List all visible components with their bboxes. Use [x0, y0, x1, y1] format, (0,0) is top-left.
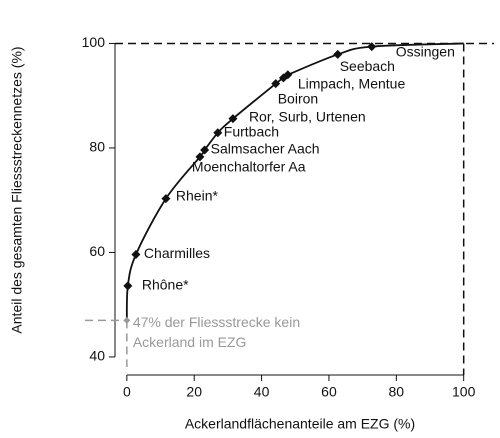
marker — [200, 145, 210, 155]
y-tick-label: 60 — [89, 243, 105, 259]
point-label: Rhein* — [176, 187, 219, 203]
point-label: Moenchaltorfer Aa — [192, 159, 306, 175]
point-label: Salmsacher Aach — [211, 141, 320, 157]
x-tick-label: 100 — [452, 384, 476, 400]
y-tick-label: 80 — [89, 139, 105, 155]
point-label: Boiron — [278, 90, 318, 106]
y-axis-label: Anteil des gesamten Fliessstreckennetzes… — [9, 46, 25, 333]
point-label: Rhône* — [142, 277, 189, 293]
point-label: Seebach — [340, 58, 395, 74]
marker — [123, 316, 131, 324]
point-label: Charmilles — [144, 245, 210, 261]
marker — [367, 42, 377, 52]
x-tick-label: 20 — [186, 384, 202, 400]
marker — [131, 250, 141, 260]
x-tick-label: 0 — [123, 384, 131, 400]
marker — [333, 49, 343, 59]
marker — [271, 79, 281, 89]
y-tick-label: 40 — [89, 348, 105, 364]
marker — [161, 194, 171, 204]
point-label: Furtbach — [224, 123, 279, 139]
marker — [283, 70, 293, 80]
point-label: Limpach, Mentue — [298, 76, 406, 92]
marker — [195, 152, 205, 162]
marker — [228, 114, 238, 124]
x-axis-label: Ackerlandflächenanteile am EZG (%) — [185, 416, 415, 432]
x-tick-label: 60 — [321, 384, 337, 400]
x-tick-label: 80 — [389, 384, 405, 400]
x-tick-label: 40 — [254, 384, 270, 400]
annotation: 47% der Fliessstrecke kein — [133, 314, 300, 330]
point-label: Ossingen — [396, 43, 455, 59]
marker — [123, 281, 133, 291]
marker — [213, 128, 223, 138]
y-tick-label: 100 — [82, 34, 106, 50]
annotation: Ackerland im EZG — [133, 334, 247, 350]
point-label: Ror, Surb, Urtenen — [249, 108, 366, 124]
